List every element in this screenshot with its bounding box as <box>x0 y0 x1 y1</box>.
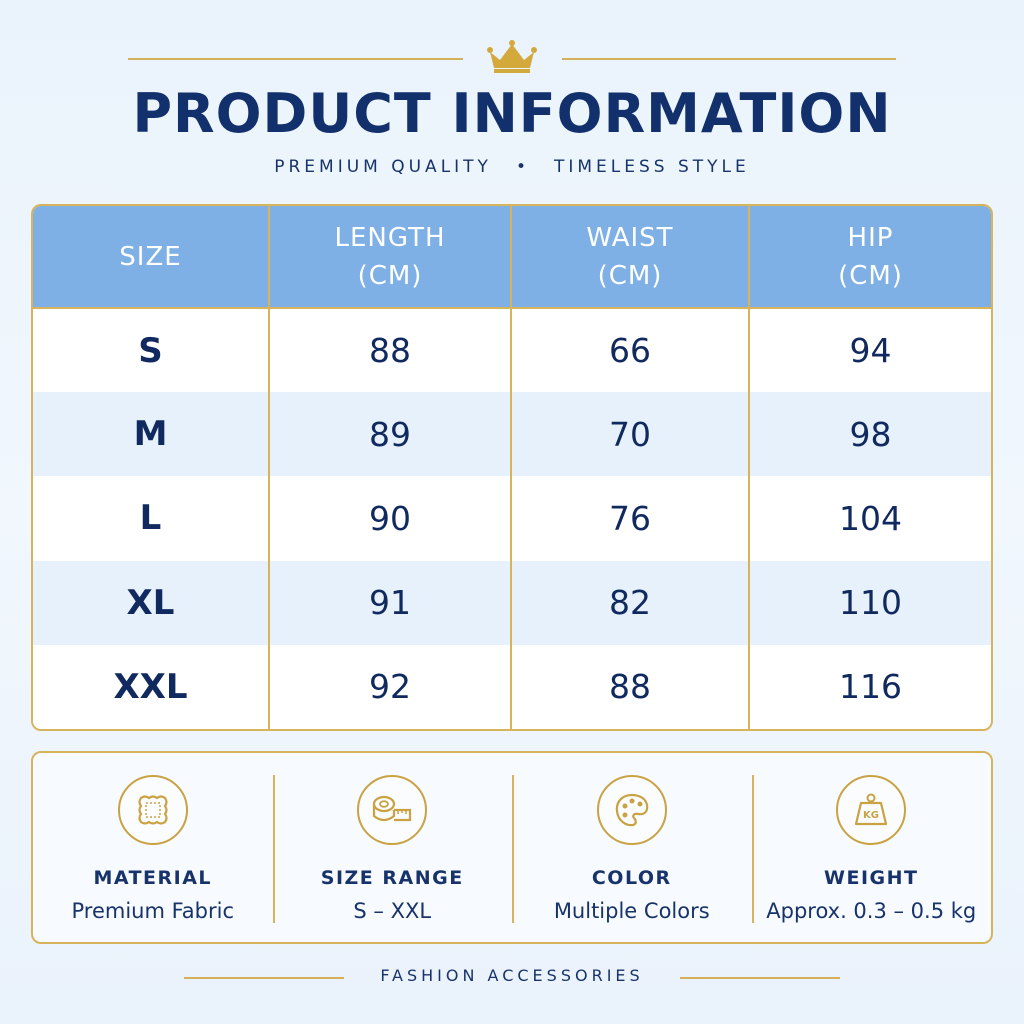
column-header-unit: (CM) <box>838 260 903 291</box>
hip-cell: 116 <box>748 644 991 729</box>
waist-cell: 76 <box>510 476 749 561</box>
waist-cell: 70 <box>510 392 749 477</box>
column-header-unit: (CM) <box>357 260 423 291</box>
column-header-label: WAIST <box>586 222 674 253</box>
info-label: MATERIAL <box>93 867 213 889</box>
info-value: S – XXL <box>353 899 432 923</box>
hip-cell: 98 <box>748 392 991 477</box>
header-rule-left <box>128 58 463 60</box>
info-label: COLOR <box>591 867 672 889</box>
length-cell: 92 <box>268 644 511 729</box>
column-header-label: HIP <box>847 222 894 253</box>
column-header-length: LENGTH (CM) <box>268 206 511 308</box>
page-title: PRODUCT INFORMATION <box>132 82 892 145</box>
subtitle-separator: • <box>515 157 530 177</box>
hip-cell: 104 <box>748 476 991 561</box>
weight-kg-icon: KG <box>836 775 907 845</box>
table-row: M 89 70 98 <box>33 392 991 477</box>
hip-cell: 94 <box>748 308 991 393</box>
info-value: Approx. 0.3 – 0.5 kg <box>766 899 977 923</box>
length-cell: 90 <box>268 476 511 561</box>
info-material: MATERIAL Premium Fabric <box>33 753 273 942</box>
weight-icon-text: KG <box>863 810 879 821</box>
info-color: COLOR Multiple Colors <box>512 753 752 942</box>
table-header-row: SIZE LENGTH (CM) WAIST (CM) HIP (CM) <box>33 206 991 308</box>
size-cell: S <box>138 330 163 371</box>
subtitle-left: PREMIUM QUALITY <box>274 157 492 177</box>
waist-cell: 88 <box>510 644 749 729</box>
info-size-range: SIZE RANGE S – XXL <box>272 753 513 942</box>
info-label: WEIGHT <box>824 867 919 889</box>
length-cell: 91 <box>268 560 511 645</box>
length-cell: 88 <box>268 308 511 393</box>
hip-cell: 110 <box>748 560 991 645</box>
size-cell: M <box>133 414 168 455</box>
waist-cell: 82 <box>510 560 749 645</box>
column-header-waist: WAIST (CM) <box>510 206 749 308</box>
table-row: S 88 66 94 <box>33 308 991 393</box>
footer-rule-right <box>680 977 840 979</box>
footer-rule-left <box>184 977 344 979</box>
size-cell: XXL <box>113 666 188 707</box>
size-cell: XL <box>126 582 175 623</box>
size-table: SIZE LENGTH (CM) WAIST (CM) HIP (CM) S <box>31 204 993 731</box>
product-info-panel: MATERIAL Premium Fabric SIZE RANGE S – X… <box>31 751 993 944</box>
waist-cell: 66 <box>510 308 749 393</box>
crown-icon <box>487 40 537 73</box>
footer-text: FASHION ACCESSORIES <box>380 966 644 985</box>
header-rule-right <box>562 58 896 60</box>
table-row: L 90 76 104 <box>33 476 991 561</box>
column-header-size: SIZE <box>33 206 269 308</box>
measuring-tape-icon <box>357 775 428 845</box>
color-palette-icon <box>596 775 667 845</box>
info-weight: KG WEIGHT Approx. 0.3 – 0.5 kg <box>751 753 992 942</box>
info-label: SIZE RANGE <box>320 867 464 889</box>
length-cell: 89 <box>268 392 511 477</box>
column-header-label: LENGTH <box>334 222 446 253</box>
info-value: Premium Fabric <box>71 899 234 923</box>
subtitle-right: TIMELESS STYLE <box>553 157 750 177</box>
size-cell: L <box>139 498 162 539</box>
column-header-hip: HIP (CM) <box>748 206 991 308</box>
column-header-label: SIZE <box>119 241 182 272</box>
table-row: XXL 92 88 116 <box>33 644 991 729</box>
page-subtitle: PREMIUM QUALITY • TIMELESS STYLE <box>0 157 1024 177</box>
table-row: XL 91 82 110 <box>33 560 991 645</box>
column-header-unit: (CM) <box>597 260 663 291</box>
fabric-swatch-icon <box>117 775 188 845</box>
info-value: Multiple Colors <box>553 899 710 923</box>
